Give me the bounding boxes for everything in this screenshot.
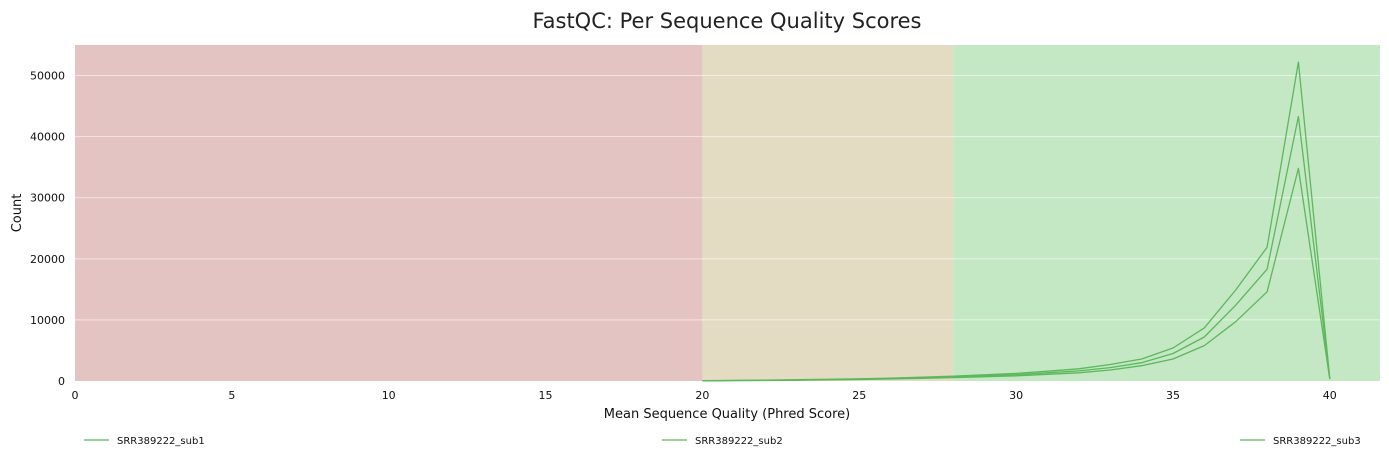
x-tick-label: 0 bbox=[72, 389, 79, 402]
y-tick-label: 50000 bbox=[30, 70, 65, 83]
y-axis-label: Count bbox=[10, 194, 25, 233]
grid-lines bbox=[75, 75, 1380, 321]
legend: SRR389222_sub1 SRR389222_sub2 SRR389222_su… bbox=[84, 436, 1361, 447]
quality-zones bbox=[75, 45, 1380, 381]
x-tick-label: 10 bbox=[382, 389, 396, 402]
y-axis-ticks: 0 10000 20000 30000 40000 50000 bbox=[30, 70, 65, 388]
y-tick-label: 10000 bbox=[30, 314, 65, 327]
quality-zone-0 bbox=[75, 45, 703, 381]
x-axis-ticks: 0 5 10 15 20 25 30 35 40 bbox=[72, 389, 1337, 402]
quality-zone-1 bbox=[702, 45, 954, 381]
x-tick-label: 30 bbox=[1009, 389, 1023, 402]
y-tick-label: 20000 bbox=[30, 253, 65, 266]
quality-zone-2 bbox=[953, 45, 1380, 381]
y-tick-label: 40000 bbox=[30, 131, 65, 144]
chart-title: FastQC: Per Sequence Quality Scores bbox=[532, 9, 921, 33]
series-lines bbox=[702, 61, 1331, 382]
x-tick-label: 20 bbox=[695, 389, 709, 402]
legend-label: SRR389222_sub1 bbox=[117, 436, 205, 447]
x-axis-label: Mean Sequence Quality (Phred Score) bbox=[604, 407, 850, 422]
legend-label: SRR389222_sub2 bbox=[695, 436, 783, 447]
x-tick-label: 25 bbox=[852, 389, 866, 402]
x-tick-label: 40 bbox=[1323, 389, 1337, 402]
x-tick-label: 35 bbox=[1166, 389, 1180, 402]
y-tick-label: 30000 bbox=[30, 192, 65, 205]
series-line-3 bbox=[702, 61, 1331, 382]
x-tick-label: 5 bbox=[228, 389, 235, 402]
legend-label: SRR389222_sub3 bbox=[1273, 436, 1361, 447]
y-tick-label: 0 bbox=[58, 375, 65, 388]
x-tick-label: 15 bbox=[539, 389, 553, 402]
